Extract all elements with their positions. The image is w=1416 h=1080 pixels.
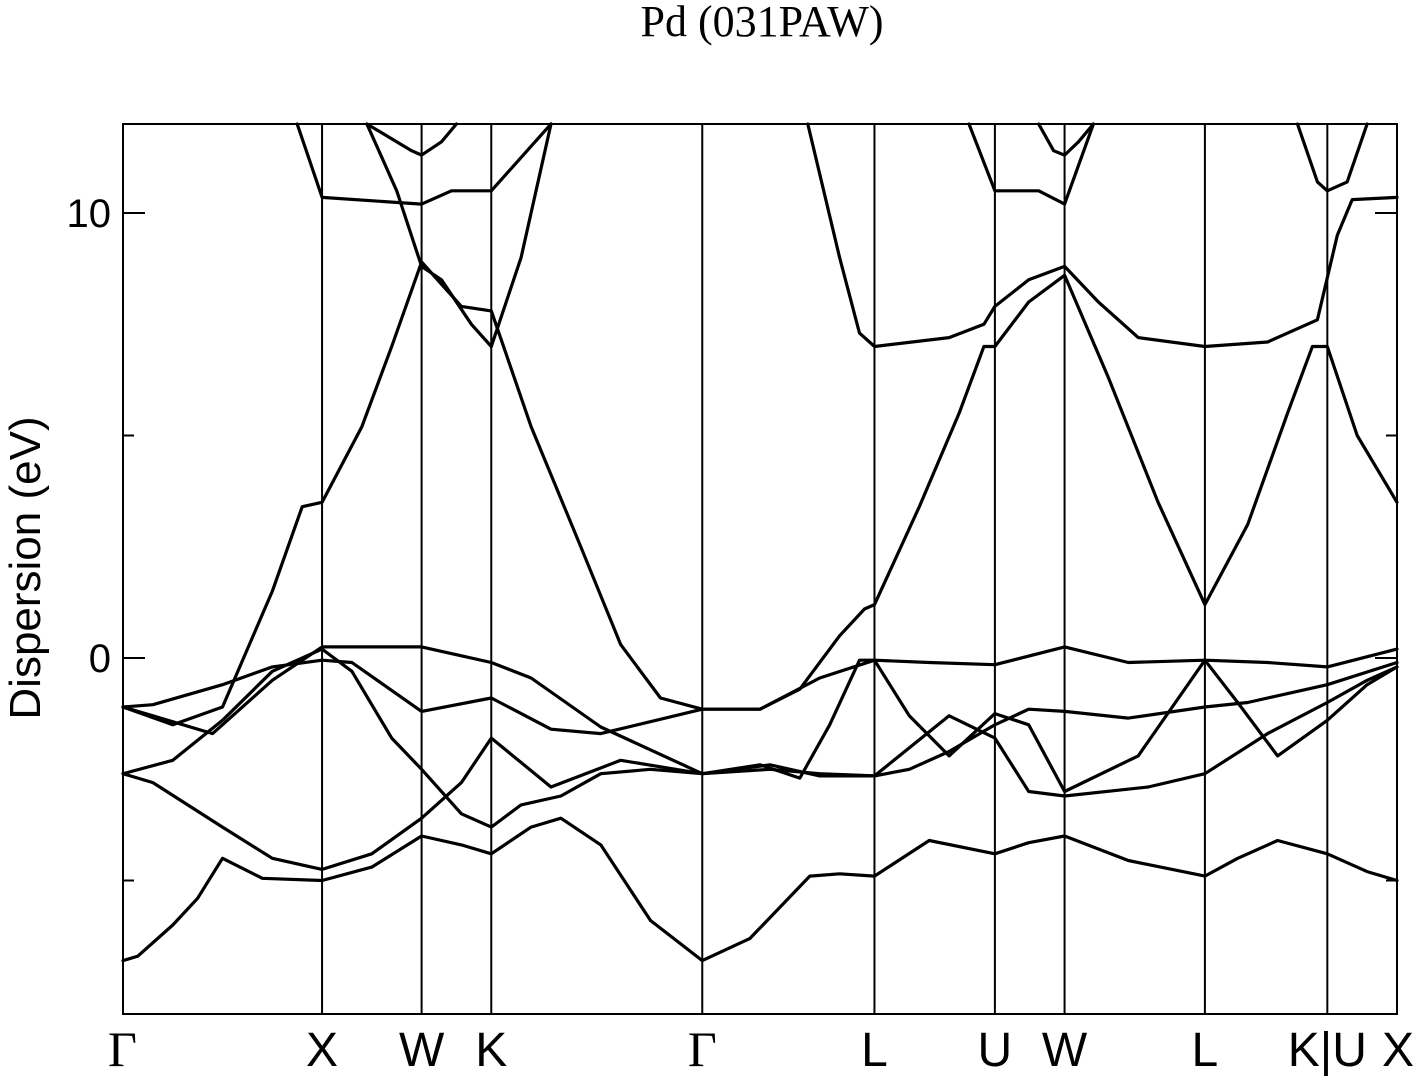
kpoint-label-10: X bbox=[1382, 1024, 1414, 1077]
kpoint-label-2: W bbox=[399, 1024, 445, 1077]
band-line-11 bbox=[1037, 122, 1095, 157]
kpoint-label-6: U bbox=[978, 1024, 1013, 1077]
band-line-4 bbox=[121, 647, 1399, 829]
plot-frame bbox=[122, 123, 1398, 1015]
kpoint-lines bbox=[321, 124, 1329, 1014]
kpoint-label-8: L bbox=[1192, 1024, 1219, 1077]
chart-title: Pd (031PAW) bbox=[641, 0, 884, 46]
band-line-6 bbox=[295, 122, 553, 206]
kpoint-label-5: L bbox=[861, 1024, 888, 1077]
band-line-8 bbox=[365, 122, 458, 157]
band-line-7 bbox=[365, 122, 553, 349]
band-line-9 bbox=[806, 122, 1399, 349]
kpoint-label-4: Γ bbox=[688, 1021, 717, 1077]
kpoint-label-0: Γ bbox=[108, 1021, 137, 1077]
kpoint-labels: Γ X W K Γ L U W L K|U X bbox=[108, 1021, 1414, 1077]
y-tick-label: 0 bbox=[89, 637, 111, 681]
y-tick-label: 10 bbox=[67, 192, 112, 236]
kpoint-label-1: X bbox=[306, 1024, 338, 1077]
kpoint-label-3: K bbox=[475, 1024, 507, 1077]
band-line-10 bbox=[967, 122, 1095, 206]
y-axis-label: Dispersion (eV) bbox=[1, 416, 50, 719]
kpoint-label-7: W bbox=[1042, 1024, 1088, 1077]
band-line-12 bbox=[1295, 122, 1369, 193]
bands bbox=[121, 122, 1399, 963]
y-axis-ticks: 0 10 bbox=[67, 192, 1397, 882]
band-line-1 bbox=[121, 665, 1399, 871]
band-line-0 bbox=[121, 816, 1399, 963]
band-line-5 bbox=[121, 260, 1399, 727]
kpoint-label-9: K|U bbox=[1288, 1024, 1367, 1077]
